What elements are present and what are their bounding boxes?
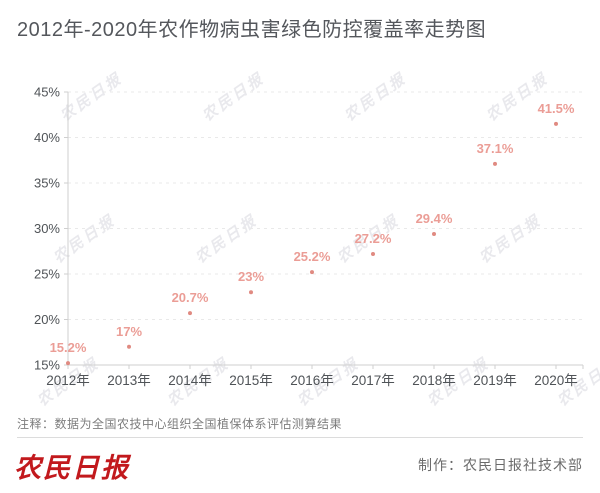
svg-text:20.7%: 20.7% bbox=[172, 290, 209, 305]
svg-text:29.4%: 29.4% bbox=[416, 211, 453, 226]
svg-text:2015年: 2015年 bbox=[229, 373, 273, 388]
chart-area: 15% 20% 25% 30% 35% 40% 45% 2012年 2013年 2014年 2015… bbox=[34, 85, 584, 388]
svg-text:17%: 17% bbox=[116, 324, 142, 339]
svg-text:45%: 45% bbox=[34, 85, 60, 100]
svg-text:2020年: 2020年 bbox=[534, 373, 578, 388]
svg-text:37.1%: 37.1% bbox=[477, 141, 514, 156]
svg-text:2017年: 2017年 bbox=[351, 373, 395, 388]
svg-text:25.2%: 25.2% bbox=[294, 249, 331, 264]
svg-text:40%: 40% bbox=[34, 130, 60, 145]
footer-divider bbox=[17, 437, 583, 438]
svg-text:27.2%: 27.2% bbox=[355, 231, 392, 246]
page-title: 2012年-2020年农作物病虫害绿色防控覆盖率走势图 bbox=[17, 19, 487, 41]
newspaper-logo: 农民日报 bbox=[14, 453, 130, 483]
svg-text:2012年: 2012年 bbox=[46, 373, 90, 388]
credit-text: 制作：农民日报社技术部 bbox=[418, 457, 583, 473]
svg-text:2019年: 2019年 bbox=[473, 373, 517, 388]
svg-text:25%: 25% bbox=[34, 267, 60, 282]
svg-text:35%: 35% bbox=[34, 176, 60, 191]
trend-chart: 15% 20% 25% 30% 35% 40% 45% 2012年 2013年 2014年 2015… bbox=[34, 85, 584, 388]
svg-text:2013年: 2013年 bbox=[107, 373, 151, 388]
svg-text:2018年: 2018年 bbox=[412, 373, 456, 388]
svg-text:15%: 15% bbox=[34, 358, 60, 373]
svg-text:23%: 23% bbox=[238, 269, 264, 284]
svg-text:20%: 20% bbox=[34, 312, 60, 327]
svg-text:41.5%: 41.5% bbox=[538, 101, 575, 116]
svg-text:2016年: 2016年 bbox=[290, 373, 334, 388]
chart-note: 注释：数据为全国农技中心组织全国植保体系评估测算结果 bbox=[17, 417, 343, 431]
svg-text:2014年: 2014年 bbox=[168, 373, 212, 388]
svg-text:15.2%: 15.2% bbox=[50, 340, 87, 355]
svg-text:30%: 30% bbox=[34, 221, 60, 236]
